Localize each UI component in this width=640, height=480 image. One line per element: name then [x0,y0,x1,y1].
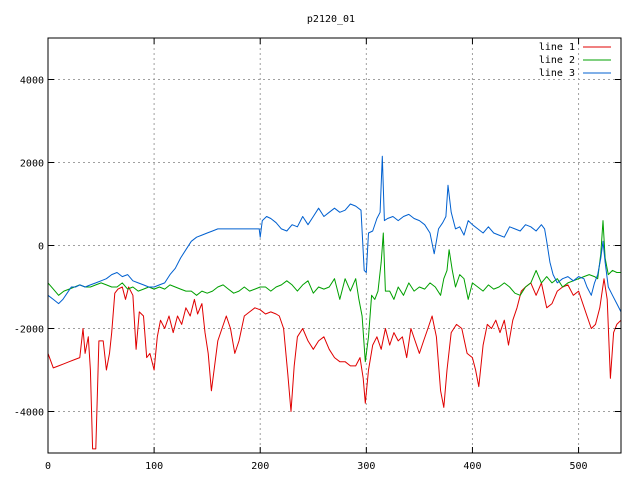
chart-title: p2120_01 [307,14,355,25]
series-line-2 [47,220,621,363]
y-tick-label: -2000 [14,325,44,336]
series-line-3 [47,155,622,313]
x-tick-label: 500 [570,461,588,472]
y-tick-label: -4000 [14,408,44,419]
x-tick-label: 300 [357,461,375,472]
x-tick-label: 0 [45,461,51,472]
legend-label-1: line 1 [539,42,575,53]
x-tick-label: 200 [251,461,269,472]
y-tick-label: 2000 [20,159,44,170]
legend-label-3: line 3 [539,68,575,79]
x-tick-label: 100 [145,461,163,472]
series-line-1 [47,278,622,450]
y-tick-label: 4000 [20,76,44,87]
x-tick-label: 400 [463,461,481,472]
legend-label-2: line 2 [539,55,575,66]
y-tick-label: 0 [38,242,44,253]
